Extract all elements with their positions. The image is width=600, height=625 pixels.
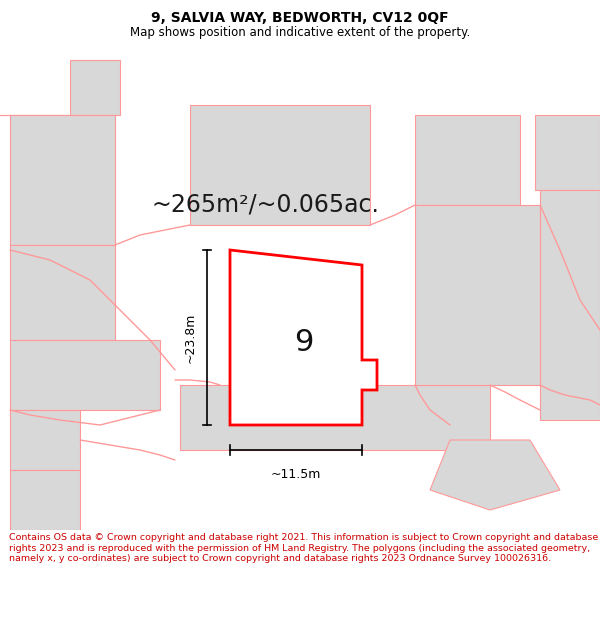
- Polygon shape: [10, 410, 80, 470]
- Polygon shape: [540, 190, 600, 420]
- Text: ~265m²/~0.065ac.: ~265m²/~0.065ac.: [151, 193, 379, 217]
- Polygon shape: [230, 250, 377, 425]
- Text: ~23.8m: ~23.8m: [184, 312, 197, 362]
- Text: 9, SALVIA WAY, BEDWORTH, CV12 0QF: 9, SALVIA WAY, BEDWORTH, CV12 0QF: [151, 11, 449, 25]
- Polygon shape: [10, 340, 160, 410]
- Text: Map shows position and indicative extent of the property.: Map shows position and indicative extent…: [130, 26, 470, 39]
- Polygon shape: [10, 245, 115, 340]
- Polygon shape: [535, 115, 600, 190]
- Polygon shape: [415, 205, 540, 385]
- Polygon shape: [415, 115, 520, 205]
- Polygon shape: [180, 385, 490, 450]
- Text: ~11.5m: ~11.5m: [271, 468, 321, 481]
- Text: Contains OS data © Crown copyright and database right 2021. This information is : Contains OS data © Crown copyright and d…: [9, 533, 598, 563]
- Polygon shape: [0, 60, 120, 115]
- Polygon shape: [430, 440, 560, 510]
- Polygon shape: [10, 470, 80, 530]
- Polygon shape: [10, 115, 115, 245]
- Polygon shape: [190, 105, 370, 225]
- Text: 9: 9: [295, 328, 314, 357]
